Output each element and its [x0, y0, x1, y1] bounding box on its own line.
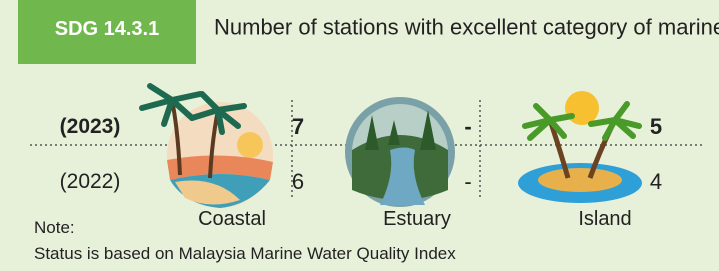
value: 7 [278, 114, 318, 140]
note-text: Status is based on Malaysia Marine Water… [34, 244, 456, 264]
coastal-icon [142, 86, 273, 208]
category-label: Coastal [172, 208, 292, 231]
sdg-badge: SDG 14.3.1 [18, 0, 196, 64]
title: Number of stations with excellent catego… [214, 6, 694, 43]
value: 6 [278, 169, 318, 195]
category-label: Estuary [357, 208, 477, 231]
title-text: Number of stations with excellent catego… [214, 14, 719, 39]
value: 5 [636, 114, 676, 140]
value: 4 [636, 169, 676, 195]
category-label: Island [545, 208, 665, 231]
estuary-icon [345, 97, 455, 207]
infographic: SDG 14.3.1 Number of stations with excel… [0, 0, 719, 271]
note-label: Note: [34, 218, 75, 238]
year-label: (2023) [40, 115, 140, 139]
value: - [448, 169, 488, 195]
year-label: (2022) [40, 170, 140, 194]
island-icon [518, 91, 642, 203]
value: - [448, 114, 488, 140]
